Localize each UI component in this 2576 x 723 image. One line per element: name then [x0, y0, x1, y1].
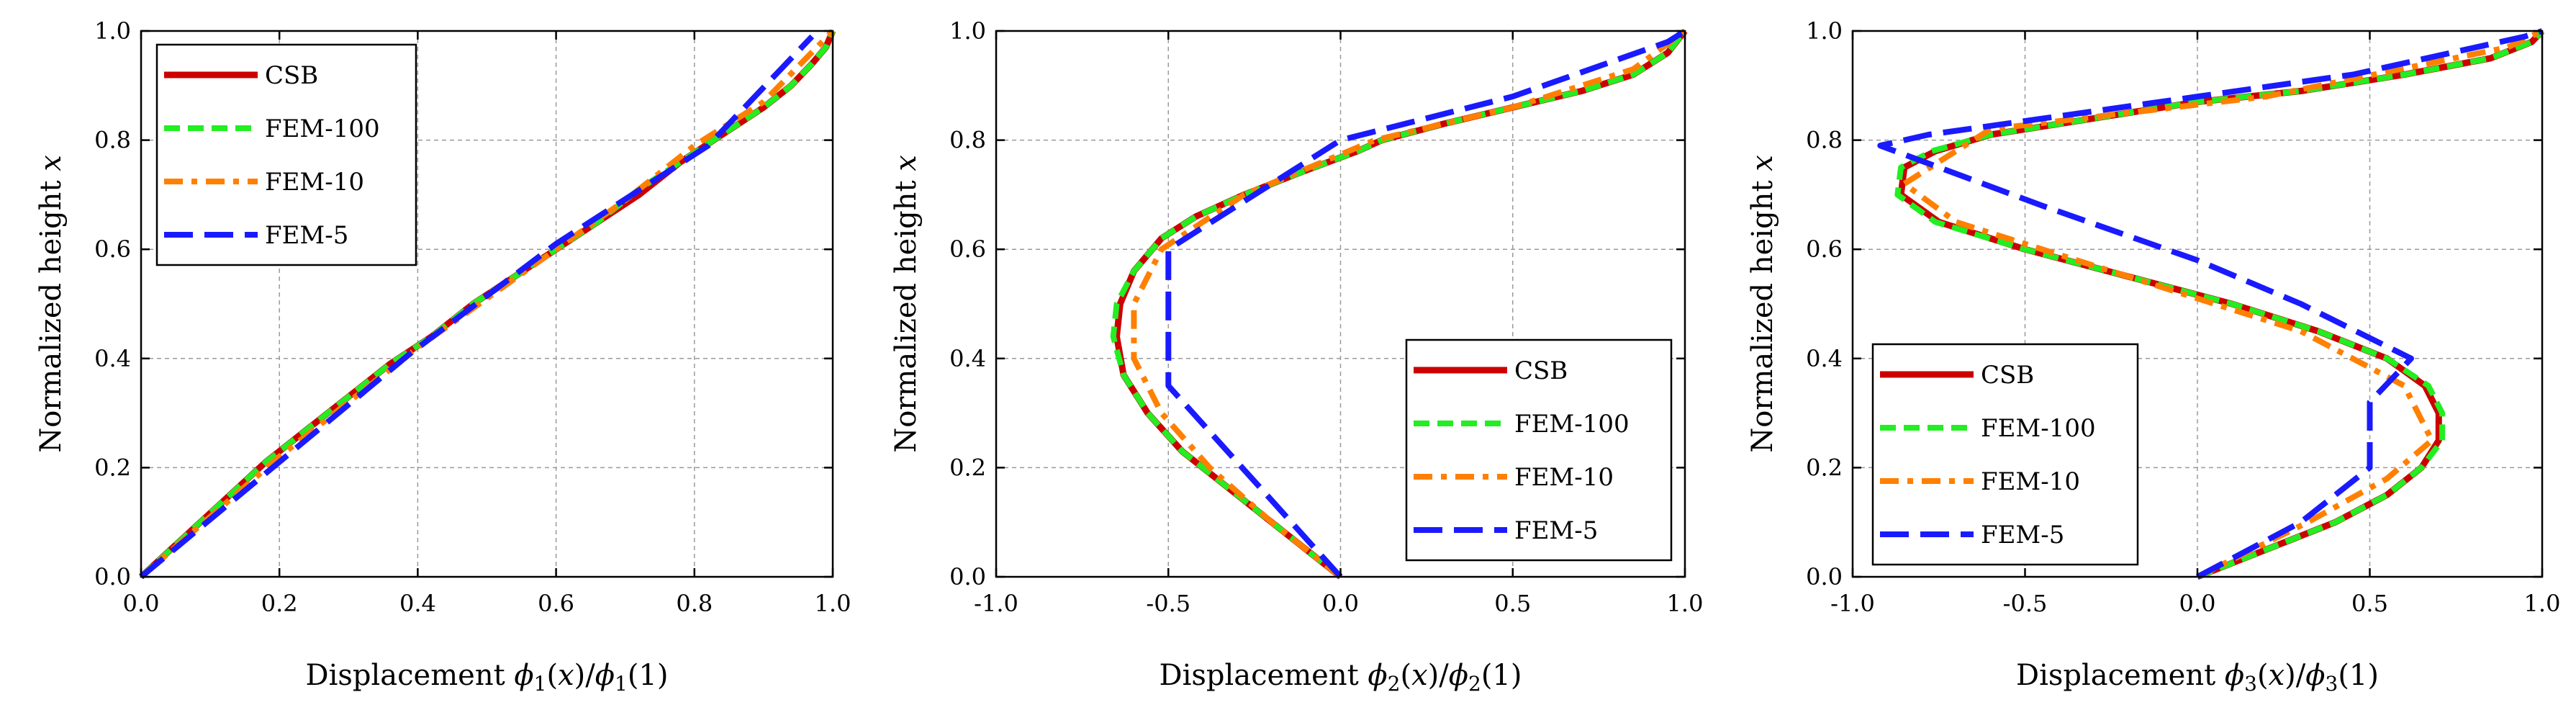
legend-label-csb: CSB: [1981, 361, 2034, 390]
y-tick-label: 0.6: [94, 235, 131, 263]
legend-label-fem-5: FEM-5: [265, 221, 348, 250]
x-tick-label: 0.0: [123, 590, 160, 617]
x-tick-label: 0.4: [399, 590, 436, 617]
legend-box: [1871, 343, 2139, 566]
y-tick-label: 0.4: [94, 345, 131, 372]
x-axis-title: Displacement ϕ3(x)/ϕ3(1): [2016, 659, 2379, 696]
chart-panel-2: -1.0 -0.5 0.0 0.5 1.0 0.0 0.2 0.4 0.6 0.8 1.0 Norma…: [890, 17, 1703, 696]
x-tick-label: 0.0: [2179, 590, 2216, 617]
legend: CSB FEM-100 FEM-10 FEM-5: [1405, 338, 1673, 562]
x-tick-label: 0.6: [538, 590, 574, 617]
chart-panel-1: 0.0 0.2 0.4 0.6 0.8 1.0 0.0 0.2 0.4 0.6 0.8 1.0 Norm…: [35, 17, 851, 696]
x-tick-label: 0.8: [676, 590, 713, 617]
legend-label-fem-10: FEM-10: [1981, 467, 2080, 496]
x-tick-label: 1.0: [1667, 590, 1704, 617]
plot-frame: [140, 30, 834, 578]
series-line-fem-10: [1131, 28, 1687, 580]
y-tick-label: 0.0: [949, 563, 986, 590]
legend: CSB FEM-100 FEM-10 FEM-5: [1871, 343, 2139, 566]
y-tick-label: 0.0: [1806, 563, 1843, 590]
y-axis-title: Normalized height x: [35, 155, 68, 453]
y-tick-label: 0.4: [949, 345, 986, 372]
y-tick-label: 0.2: [94, 454, 131, 481]
y-axis-title: Normalized height x: [1746, 155, 1779, 453]
legend-label-fem-5: FEM-5: [1514, 516, 1598, 545]
y-tick-label: 0.6: [949, 235, 986, 263]
x-tick-label: -1.0: [1830, 590, 1875, 617]
x-tick-label: -0.5: [1146, 590, 1190, 617]
y-tick-label: 1.0: [94, 17, 131, 45]
y-tick-label: 0.2: [949, 454, 986, 481]
series-line-fem-5: [139, 34, 815, 580]
legend-label-csb: CSB: [1514, 356, 1568, 385]
x-tick-label: 0.5: [1494, 590, 1531, 617]
series-line-fem-10: [139, 29, 835, 580]
y-tick-label: 0.8: [949, 127, 986, 154]
legend: CSB FEM-100 FEM-10 FEM-5: [155, 43, 417, 266]
y-tick-label: 0.8: [94, 127, 131, 154]
series-line-fem-100: [1894, 29, 2544, 580]
x-axis-title: Displacement ϕ2(x)/ϕ2(1): [1160, 659, 1522, 696]
x-tick-label: -1.0: [974, 590, 1018, 617]
y-tick-label: 0.2: [1806, 454, 1843, 481]
x-tick-label: 1.0: [2524, 590, 2561, 617]
y-tick-label: 0.0: [94, 563, 131, 590]
legend-label-fem-10: FEM-10: [265, 168, 364, 197]
x-tick-label: -0.5: [2003, 590, 2048, 617]
legend-label-csb: CSB: [265, 61, 318, 90]
y-tick-label: 0.4: [1806, 345, 1843, 372]
x-tick-label: 0.2: [261, 590, 298, 617]
y-tick-label: 0.6: [1806, 235, 1843, 263]
legend-label-fem-10: FEM-10: [1514, 463, 1614, 492]
legend-label-fem-100: FEM-100: [265, 114, 380, 143]
x-tick-label: 0.0: [1322, 590, 1359, 617]
x-axis-title: Displacement ϕ1(x)/ϕ1(1): [306, 659, 669, 696]
series-line-fem-10: [1901, 28, 2544, 580]
y-axis-title: Normalized height x: [890, 155, 923, 453]
y-tick-label: 1.0: [1806, 17, 1843, 45]
legend-box: [155, 43, 417, 266]
series-line-fem-5: [1877, 28, 2544, 580]
chart-panel-3: -1.0 -0.5 0.0 0.5 1.0 0.0 0.2 0.4 0.6 0.8 1.0 Norma…: [1746, 17, 2560, 696]
series-line-fem-5: [1165, 28, 1687, 579]
y-tick-label: 0.8: [1806, 127, 1843, 154]
legend-label-fem-5: FEM-5: [1981, 521, 2064, 549]
legend-box: [1405, 338, 1673, 562]
x-tick-label: 1.0: [815, 590, 851, 617]
x-tick-label: 0.5: [2351, 590, 2388, 617]
legend-label-fem-100: FEM-100: [1514, 410, 1630, 439]
y-tick-label: 1.0: [949, 17, 986, 45]
legend-label-fem-100: FEM-100: [1981, 414, 2096, 443]
